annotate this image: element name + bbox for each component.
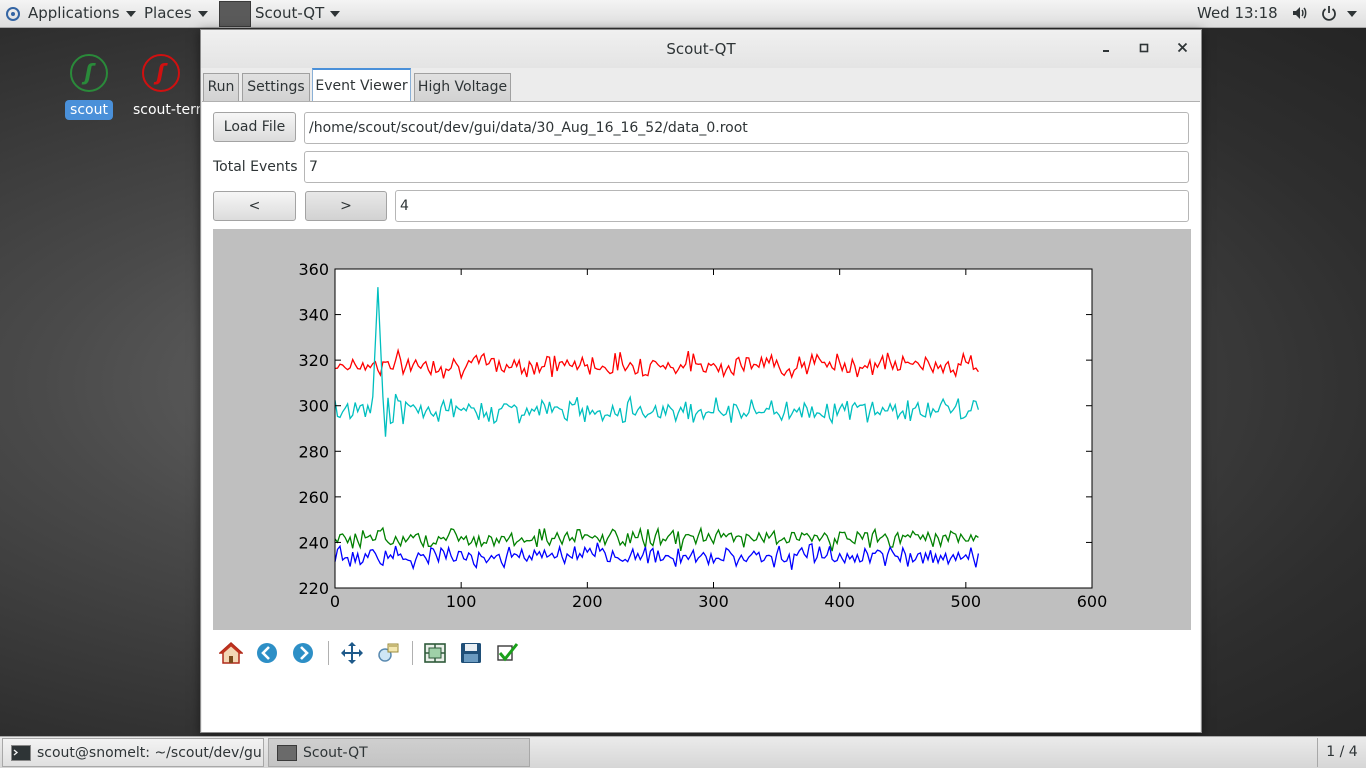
taskbar-item-scout-qt[interactable]: Scout-QT bbox=[268, 738, 530, 767]
y-tick-label: 260 bbox=[298, 488, 329, 507]
tab-settings[interactable]: Settings bbox=[242, 73, 310, 101]
event-index-field[interactable]: 4 bbox=[395, 190, 1189, 222]
x-tick-label: 500 bbox=[951, 592, 982, 611]
home-button[interactable] bbox=[215, 637, 247, 669]
toolbar-separator bbox=[412, 641, 413, 665]
taskbar-item-terminal[interactable]: scout@snomelt: ~/scout/dev/gui bbox=[2, 738, 264, 767]
minimize-button[interactable] bbox=[1091, 30, 1121, 68]
forward-button[interactable] bbox=[287, 637, 319, 669]
x-tick-label: 600 bbox=[1077, 592, 1108, 611]
configure-subplots-button[interactable] bbox=[419, 637, 451, 669]
app-menu-label: Scout-QT bbox=[255, 4, 325, 22]
window-title: Scout-QT bbox=[666, 40, 736, 58]
home-icon bbox=[219, 641, 243, 664]
taskbar-item-label: scout@snomelt: ~/scout/dev/gui bbox=[37, 745, 264, 761]
tab-high-voltage[interactable]: High Voltage bbox=[414, 73, 511, 101]
y-tick-label: 320 bbox=[298, 351, 329, 370]
scout-app-icon: ʃ bbox=[70, 54, 108, 92]
tab-run[interactable]: Run bbox=[203, 73, 239, 101]
applications-menu[interactable]: Applications bbox=[6, 0, 136, 27]
terminal-icon bbox=[11, 745, 31, 761]
tab-event-viewer[interactable]: Event Viewer bbox=[312, 68, 411, 102]
plot-area bbox=[335, 269, 1092, 588]
minimize-icon bbox=[1103, 50, 1109, 52]
total-events-label: Total Events bbox=[213, 159, 298, 175]
y-tick-label: 280 bbox=[298, 442, 329, 461]
y-tick-label: 340 bbox=[298, 306, 329, 325]
waveform-chart: 0 100 200 300 400 500 600 220 240 260 280 300 320 340… bbox=[298, 260, 1108, 611]
scout-term-app-icon: ʃ bbox=[142, 54, 180, 92]
bottom-panel: scout@snomelt: ~/scout/dev/gui Scout-QT … bbox=[0, 736, 1366, 768]
save-button[interactable] bbox=[455, 637, 487, 669]
desktop-icon-label: scout-term bbox=[133, 102, 200, 118]
places-menu[interactable]: Places bbox=[144, 0, 208, 27]
chevron-down-icon bbox=[125, 10, 136, 17]
applications-label: Applications bbox=[28, 4, 120, 22]
previous-event-button[interactable]: < bbox=[213, 191, 296, 221]
workspace-indicator[interactable]: 1 / 4 bbox=[1317, 738, 1366, 767]
clock[interactable]: Wed 13:18 bbox=[1197, 4, 1278, 22]
power-icon[interactable] bbox=[1320, 4, 1338, 22]
places-label: Places bbox=[144, 4, 192, 22]
x-tick-label: 0 bbox=[330, 592, 340, 611]
top-panel: Applications Places Scout-QT Wed 13:18 bbox=[0, 0, 1366, 28]
gnome-foot-icon bbox=[6, 6, 20, 21]
arrow-right-icon bbox=[293, 643, 313, 663]
series-line-2 bbox=[334, 526, 979, 552]
app-thumbnail-icon bbox=[219, 0, 251, 27]
total-events-field[interactable]: 7 bbox=[304, 151, 1189, 183]
back-button[interactable] bbox=[251, 637, 283, 669]
y-tick-label: 300 bbox=[298, 397, 329, 416]
maximize-button[interactable] bbox=[1129, 30, 1159, 68]
desktop-icon-scout-term[interactable]: ʃ scout-term bbox=[122, 54, 200, 120]
maximize-icon bbox=[1139, 43, 1149, 53]
checkmark-icon bbox=[497, 643, 519, 662]
pan-button[interactable] bbox=[336, 637, 368, 669]
zoom-button[interactable] bbox=[372, 637, 404, 669]
taskbar-item-label: Scout-QT bbox=[303, 745, 368, 761]
series-line-3 bbox=[334, 542, 980, 571]
chevron-down-icon bbox=[197, 10, 208, 17]
zoom-rect-icon bbox=[378, 643, 399, 662]
volume-icon[interactable] bbox=[1291, 4, 1309, 22]
next-event-button[interactable]: > bbox=[305, 191, 387, 221]
scout-qt-window: Scout-QT Run Settings Event Viewer High … bbox=[200, 29, 1202, 733]
desktop-icon-label: scout bbox=[65, 100, 113, 120]
load-file-button[interactable]: Load File bbox=[213, 112, 296, 142]
x-tick-label: 300 bbox=[698, 592, 729, 611]
subplots-icon bbox=[424, 643, 446, 663]
window-titlebar[interactable]: Scout-QT bbox=[201, 30, 1201, 68]
x-tick-label: 100 bbox=[446, 592, 477, 611]
desktop-icon-scout[interactable]: ʃ scout bbox=[44, 54, 134, 120]
move-arrows-icon bbox=[341, 642, 363, 664]
file-path-field[interactable]: /home/scout/scout/dev/gui/data/30_Aug_16… bbox=[304, 112, 1189, 144]
close-icon bbox=[1177, 42, 1187, 53]
floppy-disk-icon bbox=[461, 643, 481, 663]
chevron-down-icon bbox=[330, 10, 341, 17]
chevron-down-icon[interactable] bbox=[1347, 11, 1357, 17]
y-tick-label: 240 bbox=[298, 533, 329, 552]
app-menu[interactable]: Scout-QT bbox=[219, 0, 341, 27]
arrow-left-icon bbox=[257, 643, 277, 663]
toolbar-separator bbox=[328, 641, 329, 665]
plot-canvas[interactable]: 0 100 200 300 400 500 600 220 240 260 280 300 320 340… bbox=[213, 229, 1191, 630]
series-line-1 bbox=[334, 287, 980, 437]
x-tick-label: 400 bbox=[824, 592, 855, 611]
y-tick-label: 360 bbox=[298, 260, 329, 279]
edit-parameters-button[interactable] bbox=[491, 637, 523, 669]
series-line-0 bbox=[334, 347, 979, 381]
y-tick-label: 220 bbox=[298, 579, 329, 598]
window-icon bbox=[277, 745, 297, 761]
close-button[interactable] bbox=[1167, 30, 1197, 68]
x-tick-label: 200 bbox=[572, 592, 603, 611]
event-viewer-pane: Load File /home/scout/scout/dev/gui/data… bbox=[202, 101, 1200, 732]
